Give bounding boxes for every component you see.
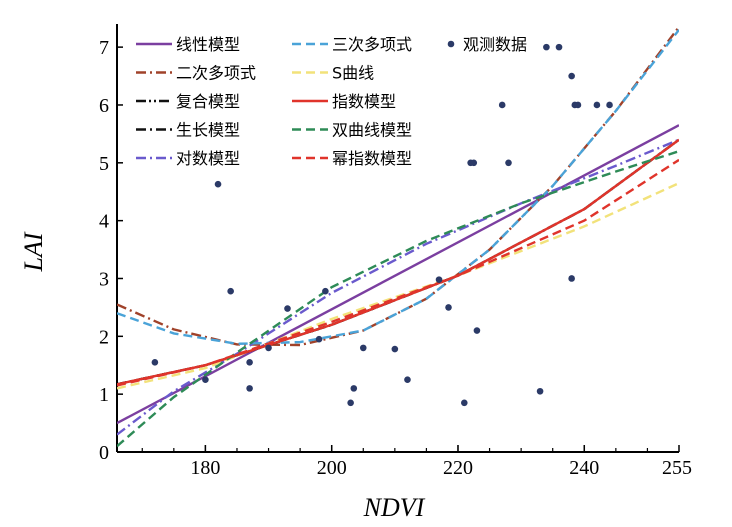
legend-label: 二次多项式: [176, 64, 256, 83]
y-tick-label: 3: [99, 268, 109, 290]
series-line: [117, 124, 679, 425]
series-line: [117, 182, 679, 390]
data-point: [246, 359, 253, 366]
y-tick-label: 6: [99, 95, 109, 117]
legend-label: 指数模型: [332, 92, 396, 111]
y-tick-label: 2: [99, 326, 109, 348]
data-point: [214, 180, 222, 188]
model-curves: [117, 26, 679, 448]
legend-label: 线性模型: [176, 35, 240, 54]
x-axis-title: NDVI: [363, 493, 426, 522]
data-point: [498, 101, 506, 109]
y-tick-label: 0: [99, 442, 109, 464]
data-point: [593, 101, 601, 109]
data-point: [536, 387, 544, 395]
data-point: [473, 327, 481, 334]
y-tick-label: 7: [99, 37, 109, 59]
legend-label: 复合模型: [176, 92, 240, 111]
series-line: [117, 26, 679, 347]
data-point: [246, 385, 253, 392]
data-point: [202, 376, 209, 384]
data-point: [404, 376, 411, 384]
data-point: [543, 43, 550, 51]
data-point: [227, 287, 234, 295]
series-line: [117, 138, 679, 386]
series-line: [117, 138, 679, 386]
observed-points: [151, 43, 613, 407]
data-point: [350, 385, 358, 392]
y-tick-label: 4: [99, 211, 109, 233]
x-tick-label: 240: [569, 457, 599, 479]
data-point: [574, 101, 582, 109]
data-point: [315, 335, 323, 343]
y-tick-label: 1: [99, 384, 109, 406]
data-point: [470, 159, 478, 167]
legend-label: 对数模型: [176, 149, 240, 168]
x-tick-label: 220: [443, 457, 473, 479]
series-line: [117, 138, 679, 436]
x-tick-label: 255: [662, 457, 692, 479]
data-point: [322, 287, 329, 295]
y-axis-title: LAI: [19, 231, 48, 272]
data-point: [359, 344, 367, 352]
data-point: [435, 276, 443, 283]
series-line: [117, 150, 679, 448]
data-point: [568, 275, 575, 282]
data-point: [265, 344, 272, 352]
legend-label: 幂指数模型: [332, 149, 412, 168]
data-point: [151, 359, 159, 366]
legend-label: 观测数据: [463, 35, 527, 54]
legend-label: 生长模型: [176, 121, 240, 140]
legend-label: 三次多项式: [332, 35, 412, 54]
series-line: [117, 29, 679, 346]
series-line: [117, 138, 679, 386]
x-tick-label: 180: [190, 457, 220, 479]
data-point: [391, 345, 399, 353]
data-point: [284, 305, 291, 312]
data-point: [445, 304, 452, 311]
data-point: [347, 399, 354, 407]
data-point: [606, 101, 613, 109]
axes: 0 1 2 3 4 5 6 7 180 200 220 240 255: [99, 24, 692, 479]
legend-marker: [447, 40, 455, 48]
data-point: [461, 399, 468, 407]
x-tick-label: 200: [317, 457, 347, 479]
data-point: [568, 72, 575, 80]
data-point: [505, 159, 512, 167]
legend-label: S曲线: [332, 64, 374, 83]
series-line: [117, 158, 679, 387]
data-point: [555, 43, 563, 51]
legend-label: 双曲线模型: [332, 121, 412, 140]
y-tick-label: 5: [99, 153, 109, 175]
